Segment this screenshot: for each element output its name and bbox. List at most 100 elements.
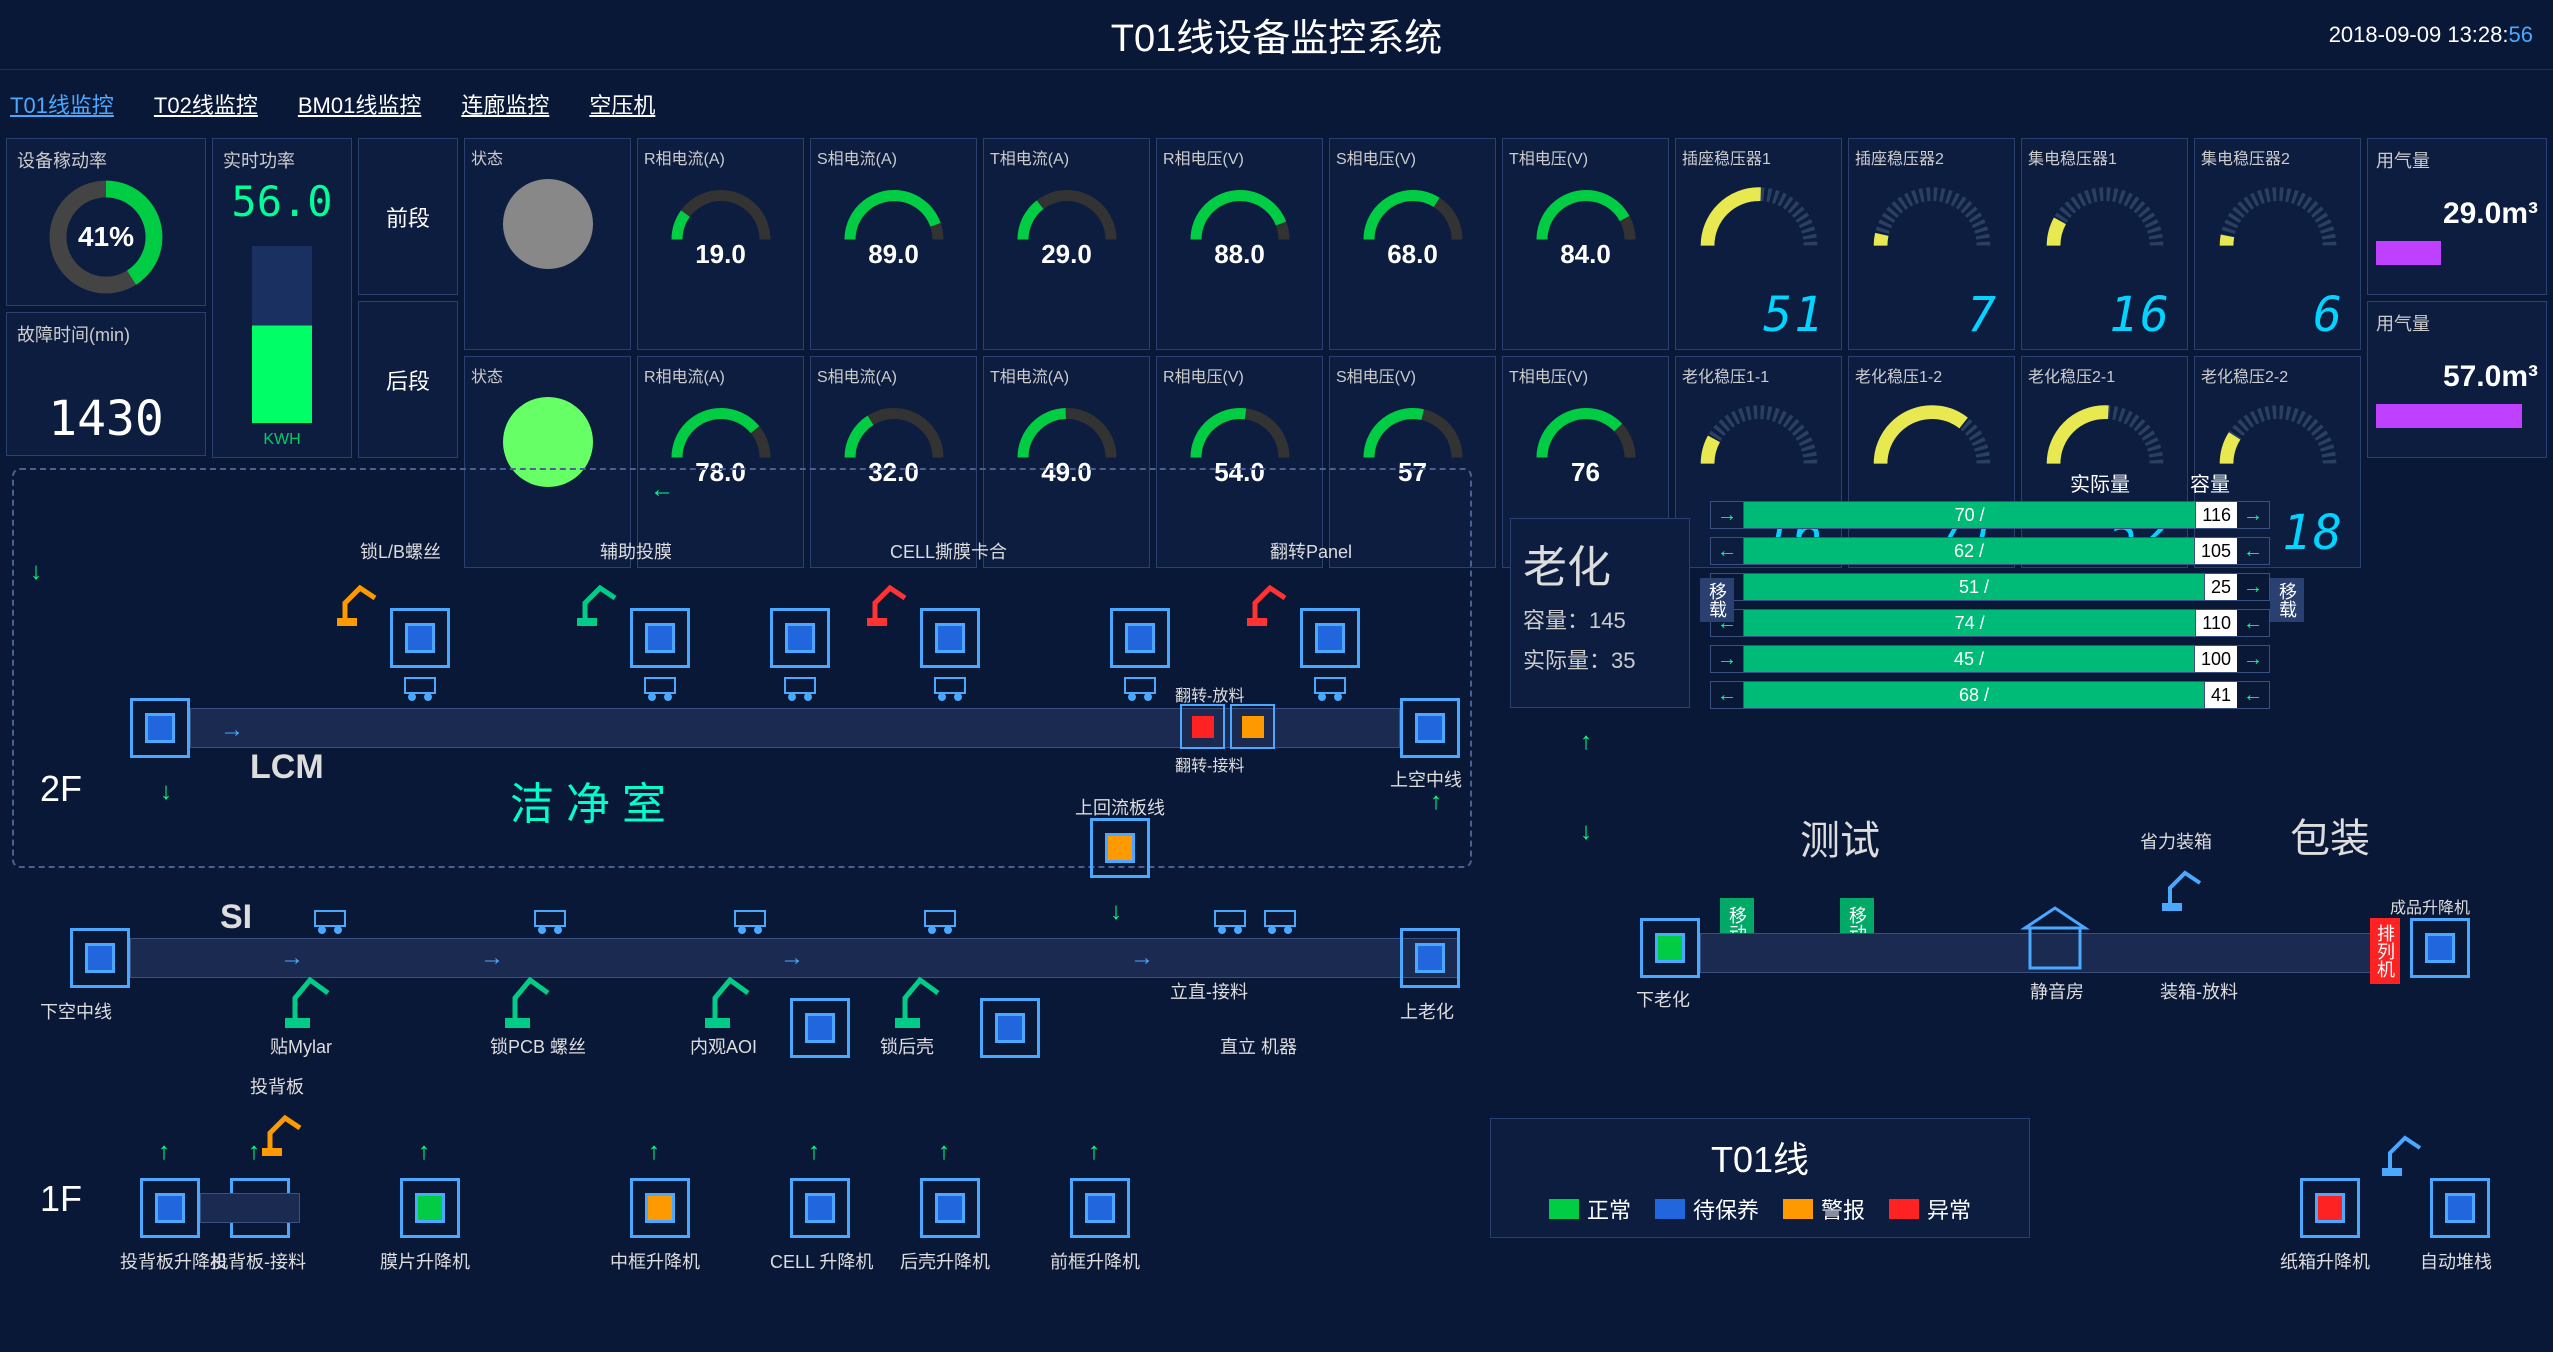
gauge-4: S相电压(V) 68.0 bbox=[1329, 138, 1496, 350]
boxing-label: 装箱-放料 bbox=[2160, 978, 2238, 1004]
fault-value: 1430 bbox=[17, 391, 195, 447]
arrow-icon: ↑ bbox=[418, 1138, 430, 1166]
cart-2f-2 bbox=[780, 673, 820, 703]
aging-lane-4: → 45 / 100 → bbox=[1710, 645, 2270, 673]
station-1f-label-2: 膜片升降机 bbox=[380, 1248, 470, 1274]
robot-si-1 bbox=[500, 958, 550, 1018]
station-2f-label-1: 辅助投膜 bbox=[600, 538, 672, 564]
legend-title: T01线 bbox=[1711, 1131, 1809, 1183]
power-unit: KWH bbox=[263, 431, 300, 449]
legend-item-0: 正常 bbox=[1549, 1193, 1631, 1225]
metrics-panel: 设备稼动率 41% 故障时间(min) 1430 实时功率 56.0 KWH 前… bbox=[0, 138, 2553, 458]
gauge-0: R相电流(A) 19.0 bbox=[637, 138, 804, 350]
efficiency-value: 41% bbox=[78, 221, 134, 253]
power-bar bbox=[252, 246, 312, 423]
aging-lanes: 实际量 容量 → 70 / 116 →← 62 / 105 ←→ 51 / 25… bbox=[1710, 468, 2270, 717]
segment-front: 前段 bbox=[358, 138, 458, 295]
station-si-label-4: 立直-接料 bbox=[1170, 978, 1248, 1004]
arrow-icon: ↑ bbox=[1088, 1138, 1100, 1166]
air-value-2: 57.0m³ bbox=[2376, 360, 2538, 394]
air-column: 用气量 29.0m³ 用气量 57.0m³ bbox=[2367, 138, 2547, 458]
station-si-label-1: 锁PCB 螺丝 bbox=[490, 1033, 586, 1059]
cart-2f-4 bbox=[1120, 673, 1160, 703]
toubei-robot bbox=[260, 1098, 310, 1158]
pack-title: 包装 bbox=[2290, 806, 2370, 864]
product-lift bbox=[2410, 918, 2470, 978]
aging-transfer-left: 移载 bbox=[1700, 578, 1734, 622]
station-2f-5 bbox=[1300, 608, 1360, 668]
air-bar-2 bbox=[2376, 404, 2522, 428]
station-return bbox=[1090, 818, 1150, 878]
station-si-label-5: 直立 机器 bbox=[1220, 1033, 1297, 1059]
silent-room-label: 静音房 bbox=[2030, 978, 2084, 1004]
station-lcm-left bbox=[130, 698, 190, 758]
station-2f-2 bbox=[770, 608, 830, 668]
power-panel: 实时功率 56.0 KWH bbox=[212, 138, 352, 458]
toubei-label: 投背板 bbox=[250, 1073, 304, 1099]
saving-robot bbox=[2160, 853, 2210, 913]
arrow-icon: → bbox=[280, 944, 304, 972]
aging-transfer-right: 移载 bbox=[2270, 578, 2304, 622]
robot-2f-1 bbox=[575, 568, 625, 628]
aging-lane-1: ← 62 / 105 ← bbox=[1710, 537, 2270, 565]
silent-room bbox=[2020, 903, 2090, 978]
floor-1f-label: 1F bbox=[40, 1178, 82, 1220]
cleanroom-label: 洁净室 bbox=[510, 768, 678, 832]
nav-tabs: T01线监控 T02线监控 BM01线监控 连廊监控 空压机 bbox=[0, 70, 2553, 138]
station-2f-0 bbox=[390, 608, 450, 668]
flip-place-label: 翻转-放料 bbox=[1175, 682, 1244, 706]
gauges-grid: 状态R相电流(A) 19.0S相电流(A) 89.0T相电流(A) 29.0R相… bbox=[464, 138, 2361, 458]
down-aging-label: 下老化 bbox=[1636, 986, 1690, 1012]
gauge-2: T相电流(A) 29.0 bbox=[983, 138, 1150, 350]
flip-recv-station bbox=[1230, 704, 1275, 749]
robot-2f-5 bbox=[1245, 568, 1295, 628]
product-lift-label: 成品升降机 bbox=[2390, 894, 2470, 918]
air-value-1: 29.0m³ bbox=[2376, 197, 2538, 231]
efficiency-label: 设备稼动率 bbox=[17, 147, 195, 173]
nav-tab-2[interactable]: BM01线监控 bbox=[298, 88, 421, 120]
nav-tab-1[interactable]: T02线监控 bbox=[154, 88, 258, 120]
dial-0: 插座稳压器1 51 bbox=[1675, 138, 1842, 350]
flip-place-station bbox=[1180, 704, 1225, 749]
aging-summary: 老化 容量：145 实际量：35 bbox=[1510, 518, 1690, 708]
robot-2f-0 bbox=[335, 568, 385, 628]
page-title: T01线设备监控系统 bbox=[1111, 7, 1442, 62]
arrow-icon: → bbox=[220, 716, 244, 744]
station-si-label-2: 内观AOI bbox=[690, 1033, 757, 1059]
arrow-icon: ↑ bbox=[938, 1138, 950, 1166]
station-1f-3 bbox=[630, 1178, 690, 1238]
station-1f-2 bbox=[400, 1178, 460, 1238]
station-2f-3 bbox=[920, 608, 980, 668]
station-upper-mid-label: 上空中线 bbox=[1390, 766, 1462, 792]
robot-si-3 bbox=[890, 958, 940, 1018]
auto-stack bbox=[2430, 1178, 2490, 1238]
timestamp: 2018-09-09 13:28:56 bbox=[2329, 22, 2533, 48]
nav-tab-4[interactable]: 空压机 bbox=[589, 88, 655, 120]
arrow-icon: ↓ bbox=[1580, 818, 1592, 846]
arrow-icon: ↓ bbox=[30, 558, 42, 586]
floor-diagram: 2F LCM 洁净室 上空中线 锁L/B螺丝辅助投膜CELL撕膜卡合翻转Pane… bbox=[0, 458, 2553, 1278]
station-si-label-3: 锁后壳 bbox=[880, 1033, 934, 1059]
dial-1: 插座稳压器2 7 bbox=[1848, 138, 2015, 350]
station-1f-label-4: CELL 升降机 bbox=[770, 1248, 873, 1274]
carton-lift-label: 纸箱升降机 bbox=[2280, 1248, 2370, 1274]
dial-3: 集电稳压器2 6 bbox=[2194, 138, 2361, 350]
station-up-aging-label: 上老化 bbox=[1400, 998, 1454, 1024]
status-dot bbox=[503, 179, 593, 269]
cart-2f-0 bbox=[400, 673, 440, 703]
flip-recv-label: 翻转-接料 bbox=[1175, 752, 1244, 776]
station-2f-label-3: CELL撕膜卡合 bbox=[890, 538, 1007, 564]
legend: T01线 正常待保养警报异常 bbox=[1490, 1118, 2030, 1238]
aging-capacity: 容量：145 bbox=[1523, 603, 1677, 635]
robot-si-2 bbox=[700, 958, 750, 1018]
station-return-label: 上回流板线 bbox=[1075, 794, 1165, 820]
cart-si-3 bbox=[920, 906, 960, 936]
arrow-icon: ↑ bbox=[1580, 728, 1592, 756]
arrow-icon: ↑ bbox=[648, 1138, 660, 1166]
arrow-icon: ← bbox=[650, 476, 674, 504]
nav-tab-3[interactable]: 连廊监控 bbox=[461, 88, 549, 120]
nav-tab-0[interactable]: T01线监控 bbox=[10, 88, 114, 120]
cart-si-4 bbox=[1210, 906, 1250, 936]
arrow-icon: ↑ bbox=[1430, 788, 1442, 816]
station-1f-0 bbox=[140, 1178, 200, 1238]
